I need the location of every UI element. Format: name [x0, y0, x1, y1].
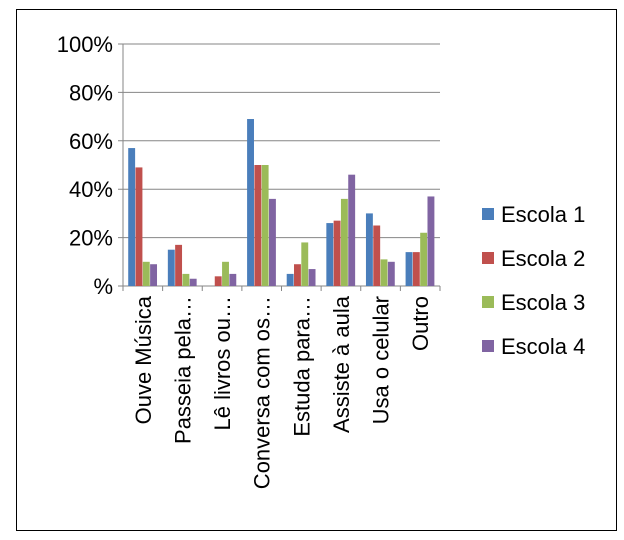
y-tick-label: 80%: [69, 80, 113, 105]
bar: [326, 223, 334, 286]
x-tick-label: Outro: [408, 296, 433, 351]
bar: [412, 252, 420, 286]
x-tick-label: Estuda para…: [289, 296, 314, 437]
bar: [229, 273, 237, 286]
bar: [333, 220, 341, 286]
bar: [308, 269, 316, 286]
bar: [268, 198, 276, 286]
bar: [254, 165, 262, 286]
y-tick-label: %: [93, 274, 113, 299]
bar: [189, 278, 197, 286]
x-tick-label: Lê livros ou…: [210, 296, 235, 431]
bar: [301, 242, 309, 286]
bar: [214, 276, 222, 286]
bar: [286, 273, 294, 286]
legend-swatch: [482, 208, 494, 220]
bar: [247, 119, 254, 287]
bar: [340, 198, 348, 286]
bar: [380, 259, 388, 286]
bar: [128, 148, 136, 286]
y-tick-label: 60%: [69, 129, 113, 154]
bar: [135, 167, 143, 286]
bar: [427, 196, 435, 286]
legend-label: Escola 4: [501, 334, 585, 359]
bar: [167, 249, 175, 286]
legend-swatch: [482, 296, 494, 308]
bar: [373, 225, 381, 286]
bar: [261, 165, 269, 286]
bar: [420, 232, 428, 286]
bar: [175, 244, 183, 286]
bar: [222, 261, 229, 286]
legend-swatch: [482, 340, 494, 352]
bar: [348, 174, 356, 286]
bar: [365, 213, 373, 286]
legend-label: Escola 1: [501, 202, 585, 227]
y-tick-label: 100%: [57, 32, 113, 57]
bar: [387, 261, 395, 286]
bar: [142, 261, 150, 286]
bar: [182, 273, 190, 286]
x-tick-label: Assiste à aula: [329, 295, 354, 433]
x-tick-label: Conversa com os…: [250, 296, 275, 489]
bar: [150, 264, 158, 286]
bar: [294, 264, 301, 286]
chart-frame: [16, 9, 617, 531]
legend-label: Escola 3: [501, 290, 585, 315]
y-tick-label: 20%: [69, 226, 113, 251]
x-tick-label: Ouve Música: [131, 295, 156, 424]
x-tick-label: Passeia pela…: [170, 296, 195, 444]
bar: [405, 252, 413, 286]
legend-label: Escola 2: [501, 246, 585, 271]
y-tick-label: 40%: [69, 177, 113, 202]
x-tick-label: Usa o celular: [369, 296, 394, 424]
legend-swatch: [482, 252, 494, 264]
